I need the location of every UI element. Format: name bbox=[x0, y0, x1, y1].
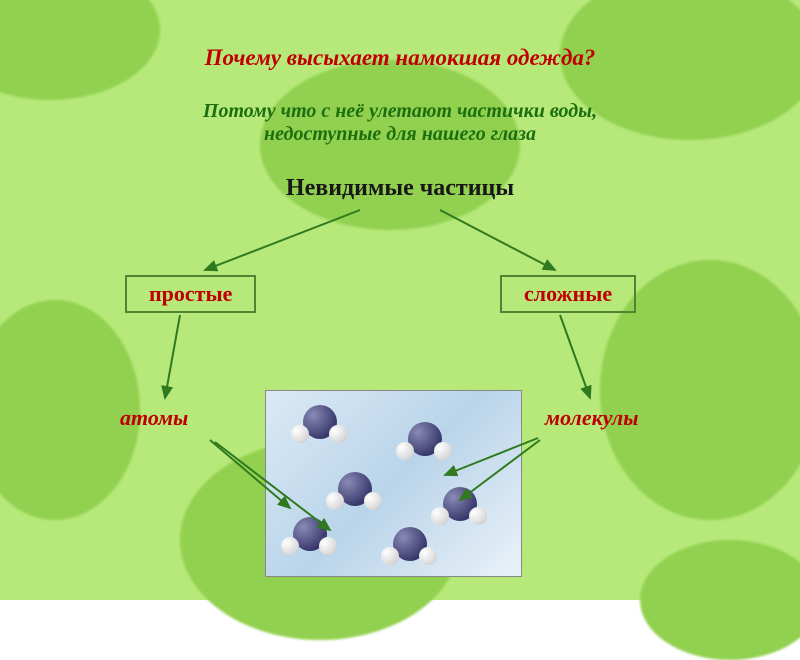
label-atoms: атомы bbox=[120, 405, 188, 431]
box-complex: сложные bbox=[500, 275, 636, 313]
subtitle-line2: недоступные для нашего глаза bbox=[264, 123, 536, 145]
box-simple: простые bbox=[125, 275, 256, 313]
label-molecules: молекулы bbox=[545, 405, 638, 431]
answer-subtitle: Потому что с неё улетают частички воды, … bbox=[0, 100, 800, 146]
heading-particles: Невидимые частицы bbox=[0, 175, 800, 202]
diagram-content: Почему высыхает намокшая одежда? Потому … bbox=[0, 0, 800, 600]
question-title: Почему высыхает намокшая одежда? bbox=[0, 45, 800, 71]
subtitle-line1: Потому что с неё улетают частички воды, bbox=[203, 100, 597, 122]
molecules-illustration bbox=[265, 390, 522, 577]
